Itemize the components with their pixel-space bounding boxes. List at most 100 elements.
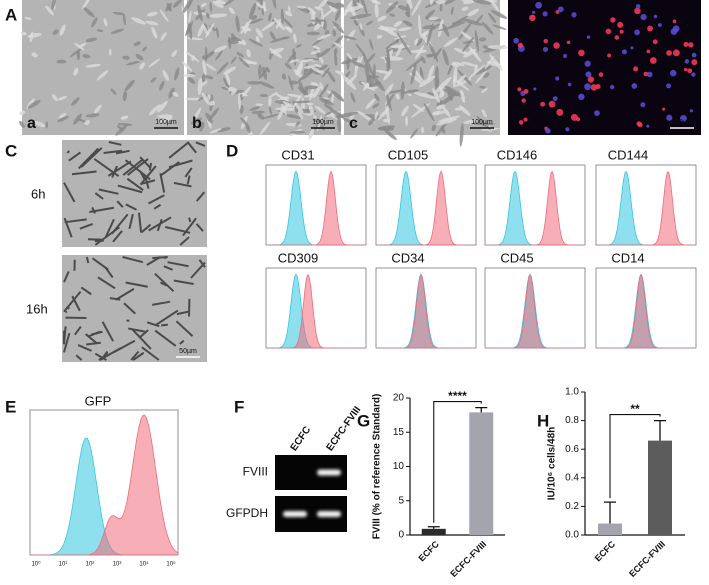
cell bbox=[372, 103, 380, 109]
gfp-title: GFP bbox=[85, 393, 112, 408]
cell bbox=[289, 114, 301, 120]
lane-label: ECFC bbox=[289, 425, 314, 454]
tube bbox=[103, 149, 123, 155]
nucleus bbox=[607, 53, 612, 58]
cell bbox=[377, 108, 390, 120]
cell bbox=[364, 64, 372, 87]
nucleus bbox=[691, 59, 698, 66]
cell bbox=[235, 15, 240, 33]
cell bbox=[205, 22, 215, 38]
cell bbox=[202, 60, 207, 76]
cell bbox=[306, 70, 314, 75]
panel-label: E bbox=[5, 397, 16, 416]
cell bbox=[91, 17, 98, 28]
micrograph bbox=[181, 0, 346, 140]
tube bbox=[139, 329, 149, 339]
tube bbox=[91, 206, 96, 214]
tube bbox=[128, 327, 146, 333]
cell bbox=[318, 97, 334, 106]
histogram-frame bbox=[265, 164, 367, 246]
cell bbox=[162, 69, 169, 81]
cell bbox=[461, 61, 478, 67]
cell bbox=[370, 0, 378, 4]
error-bar bbox=[475, 406, 488, 413]
scale-label: 50µm bbox=[179, 348, 197, 355]
cell bbox=[385, 38, 400, 50]
nucleus bbox=[631, 83, 638, 89]
cell bbox=[377, 126, 395, 131]
nucleus bbox=[585, 71, 592, 78]
tube bbox=[146, 321, 160, 328]
tube bbox=[128, 213, 134, 230]
cell bbox=[294, 102, 304, 114]
cell bbox=[297, 59, 314, 63]
cell bbox=[414, 92, 438, 100]
cell bbox=[436, 100, 443, 107]
nucleus bbox=[584, 83, 591, 91]
cell bbox=[306, 22, 318, 27]
tube bbox=[94, 239, 104, 243]
cell bbox=[159, 80, 165, 91]
x-tick-label: 10² bbox=[86, 562, 95, 568]
cell bbox=[133, 41, 141, 47]
cell bbox=[317, 0, 329, 9]
cell bbox=[201, 92, 210, 105]
nucleus bbox=[643, 71, 649, 77]
tube bbox=[175, 320, 194, 337]
cell bbox=[374, 93, 380, 102]
cell bbox=[424, 9, 436, 20]
x-tick-label: 10⁰ bbox=[31, 561, 41, 568]
cell bbox=[96, 29, 104, 33]
cell bbox=[438, 18, 444, 37]
x-tick-label: ECFC bbox=[593, 539, 618, 564]
cell bbox=[432, 87, 440, 103]
tube bbox=[141, 223, 152, 233]
cell bbox=[159, 9, 169, 22]
tube bbox=[198, 259, 206, 268]
nucleus bbox=[634, 7, 641, 15]
nucleus bbox=[556, 108, 564, 116]
cell bbox=[57, 116, 69, 122]
cell bbox=[344, 5, 364, 12]
panel-label: D bbox=[226, 141, 238, 160]
cell bbox=[314, 6, 324, 11]
cell bbox=[474, 29, 480, 53]
cell bbox=[335, 111, 359, 118]
cell bbox=[215, 50, 223, 61]
cell bbox=[296, 44, 302, 48]
cell bbox=[269, 31, 276, 41]
cell bbox=[343, 118, 358, 125]
cell bbox=[459, 123, 464, 147]
cell bbox=[142, 46, 148, 52]
tube bbox=[130, 350, 140, 361]
cell bbox=[27, 99, 41, 109]
cell bbox=[476, 115, 491, 131]
cell bbox=[282, 101, 293, 108]
tube bbox=[116, 200, 124, 208]
tube bbox=[148, 162, 153, 171]
micrograph bbox=[62, 140, 207, 247]
cell bbox=[423, 103, 435, 122]
cell bbox=[213, 45, 228, 53]
cell bbox=[318, 47, 331, 58]
cell bbox=[382, 118, 390, 123]
cell bbox=[120, 115, 129, 120]
cell bbox=[93, 104, 102, 114]
nucleus bbox=[545, 128, 551, 134]
cell bbox=[374, 111, 379, 120]
tube bbox=[154, 272, 175, 293]
cell bbox=[428, 16, 439, 21]
cell bbox=[24, 16, 32, 20]
cell bbox=[385, 93, 395, 107]
y-tick-label: 10 bbox=[393, 461, 405, 472]
nucleus bbox=[666, 50, 673, 56]
cell bbox=[103, 18, 108, 27]
tube bbox=[75, 354, 83, 361]
cell bbox=[259, 121, 271, 136]
cell bbox=[393, 20, 403, 28]
cell bbox=[452, 21, 466, 25]
cell bbox=[356, 110, 375, 123]
cell bbox=[215, 0, 227, 5]
cell bbox=[258, 81, 275, 89]
cell bbox=[85, 113, 100, 118]
